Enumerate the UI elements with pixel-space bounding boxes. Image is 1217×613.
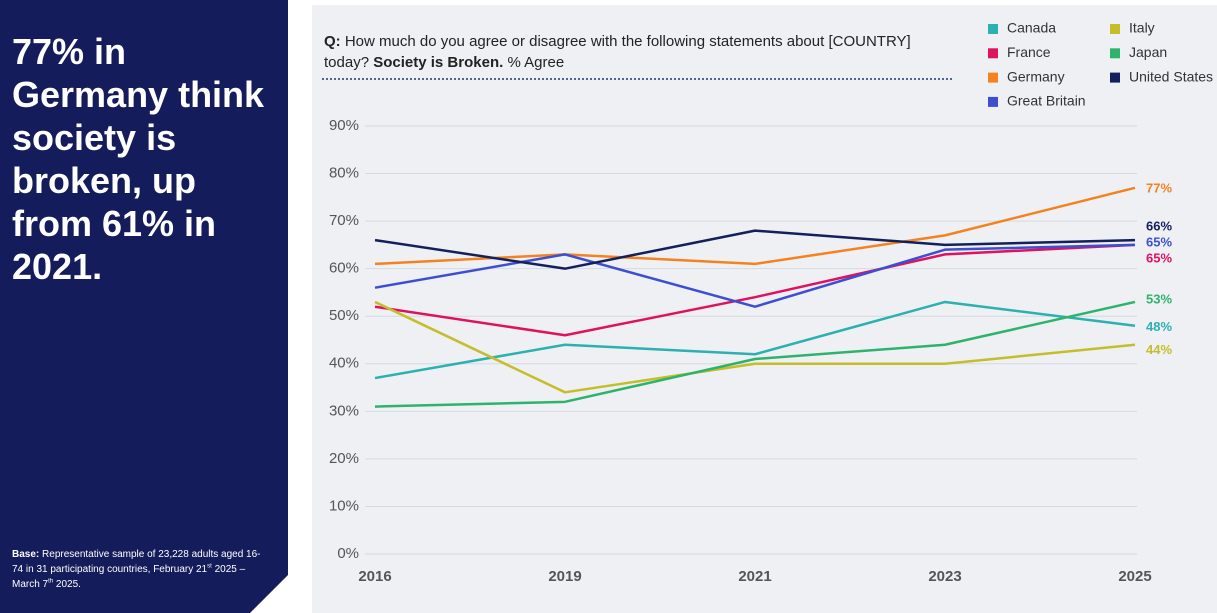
base-note: Base: Representative sample of 23,228 ad… — [12, 547, 262, 592]
legend-swatch — [988, 72, 998, 83]
series-line — [374, 300, 1136, 394]
series-line — [374, 229, 1136, 270]
value-label: 77% — [1146, 180, 1172, 195]
value-label: 48% — [1146, 319, 1172, 334]
y-tick-label: 40% — [329, 355, 359, 372]
chart-area — [312, 5, 1217, 613]
y-tick-label: 50% — [329, 307, 359, 324]
series-line — [374, 186, 1136, 266]
x-tick-label: 2016 — [358, 568, 391, 585]
y-tick-label: 80% — [329, 165, 359, 182]
legend-swatch — [1110, 72, 1120, 83]
base-sup: th — [48, 578, 54, 585]
statement: Society is Broken. — [373, 54, 504, 71]
series-line — [374, 300, 1136, 380]
legend-swatch — [988, 96, 998, 107]
y-tick-label: 90% — [329, 117, 359, 134]
y-tick-label: 10% — [329, 497, 359, 514]
legend-swatch — [988, 24, 998, 34]
value-label: 44% — [1146, 342, 1172, 357]
legend-swatch — [988, 48, 998, 59]
value-label: 65% — [1146, 234, 1172, 249]
legend-swatch — [1110, 24, 1120, 34]
base-text: Representative sample of 23,228 adults a… — [12, 549, 261, 575]
legend-label: United States — [1129, 68, 1213, 84]
legend-label: Italy — [1129, 20, 1155, 36]
series-line — [374, 243, 1136, 337]
series-line — [374, 300, 1136, 408]
base-text: 2025. — [53, 579, 81, 590]
legend-label: Japan — [1129, 44, 1167, 60]
legend-swatch — [1110, 48, 1120, 59]
question: Q: How much do you agree or disagree wit… — [324, 31, 924, 73]
y-tick-label: 0% — [337, 545, 359, 562]
panel-shape — [0, 0, 288, 613]
y-tick-label: 60% — [329, 260, 359, 277]
question-text: How much do you agree or disagree with t… — [324, 33, 911, 71]
series-line — [374, 243, 1136, 308]
x-tick-label: 2023 — [928, 568, 961, 585]
y-tick-label: 30% — [329, 402, 359, 419]
legend-label: Canada — [1007, 20, 1056, 36]
value-label: 65% — [1146, 250, 1172, 265]
headline: 77% in Germany think society is broken, … — [12, 31, 265, 287]
value-label: 66% — [1146, 219, 1172, 234]
x-tick-label: 2025 — [1118, 568, 1151, 585]
base-label: Base: — [12, 549, 40, 560]
legend-label: Germany — [1007, 68, 1065, 84]
x-tick-label: 2019 — [548, 568, 581, 585]
base-text: 2025 – March 7 — [12, 564, 246, 590]
x-tick-label: 2021 — [738, 568, 771, 585]
measure: % Agree — [507, 54, 565, 71]
base-sup: st — [207, 563, 212, 570]
y-tick-label: 70% — [329, 212, 359, 229]
y-tick-label: 20% — [329, 450, 359, 467]
legend-label: Great Britain — [1007, 93, 1086, 109]
legend-label: France — [1007, 44, 1051, 60]
value-label: 53% — [1146, 291, 1172, 306]
side-panel: 77% in Germany think society is broken, … — [0, 0, 288, 613]
question-label: Q: — [324, 33, 341, 50]
panel-bg — [0, 0, 288, 613]
